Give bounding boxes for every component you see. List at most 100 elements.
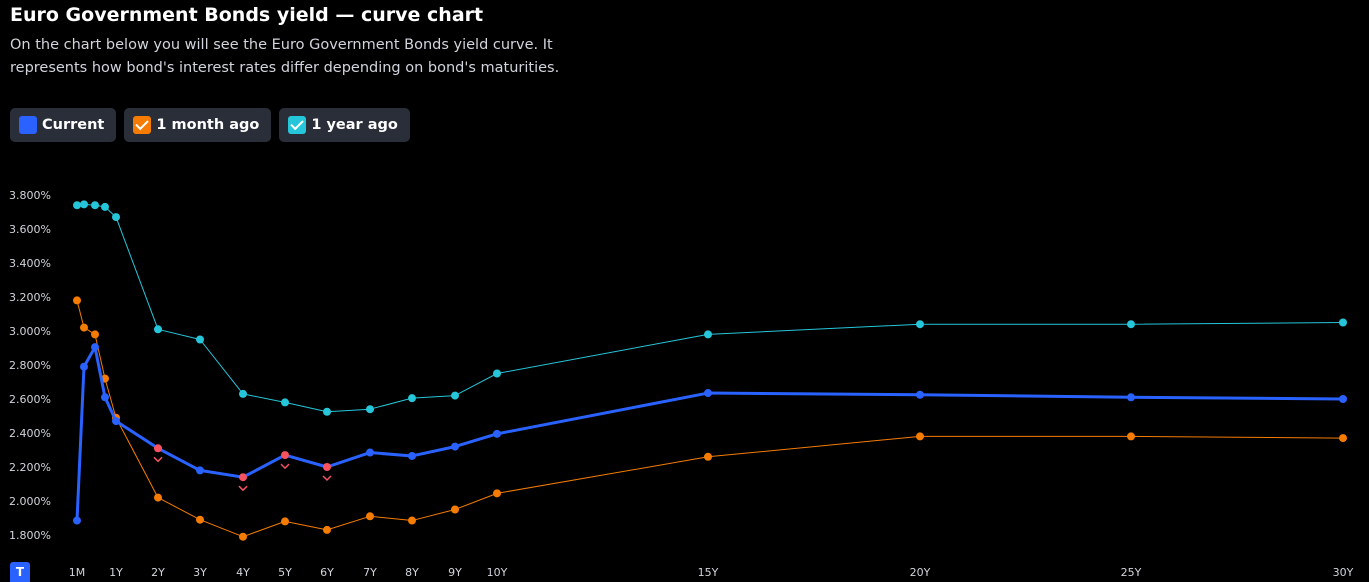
legend-toggle-1-year-ago[interactable]: 1 year ago [279, 108, 410, 142]
x-tick-label: 25Y [1121, 566, 1142, 579]
y-tick-label: 3.600% [9, 223, 51, 236]
series-line [75, 345, 1344, 521]
data-point[interactable] [112, 213, 120, 222]
data-point[interactable] [916, 320, 924, 329]
data-point[interactable] [916, 432, 924, 441]
x-tick-label: 1Y [109, 566, 123, 579]
series-line [76, 300, 1344, 538]
data-point[interactable] [1127, 432, 1135, 441]
y-tick-label: 2.600% [9, 393, 51, 406]
down-chevron-icon [238, 485, 248, 492]
down-chevron-icon [322, 475, 332, 482]
data-point[interactable] [408, 394, 416, 403]
data-point[interactable] [1339, 395, 1347, 403]
legend-toggle-current[interactable]: Current [10, 108, 117, 142]
y-axis: 1.800% 2.000% 2.200% 2.400% 2.600% 2.800% 3.00… [9, 189, 51, 542]
data-point[interactable] [112, 417, 120, 426]
x-tick-label: 30Y [1333, 566, 1354, 579]
data-point[interactable] [451, 391, 459, 400]
data-point[interactable] [80, 323, 88, 332]
data-point[interactable] [704, 389, 712, 398]
x-tick-label: 1M [69, 566, 86, 579]
y-tick-label: 2.800% [9, 359, 51, 372]
data-point[interactable] [196, 335, 204, 344]
data-point[interactable] [704, 330, 712, 339]
data-point[interactable] [451, 505, 459, 514]
yield-curve-chart[interactable]: 1.800% 2.000% 2.200% 2.400% 2.600% 2.800% 3.00… [0, 160, 1369, 582]
y-tick-label: 3.400% [9, 257, 51, 270]
data-point[interactable] [493, 429, 501, 438]
y-tick-label: 3.800% [9, 189, 51, 202]
series-current [73, 343, 1347, 525]
x-tick-label: 4Y [236, 566, 250, 579]
data-point[interactable] [101, 202, 109, 211]
legend: Current 1 month ago 1 year ago [10, 108, 410, 142]
data-point[interactable] [366, 405, 374, 414]
data-point[interactable] [239, 532, 247, 541]
legend-label-current: Current [42, 117, 105, 133]
data-point[interactable] [1339, 318, 1347, 327]
checkmark-icon [135, 116, 150, 131]
legend-swatch-current [19, 116, 37, 134]
x-tick-label: 3Y [193, 566, 207, 579]
data-point[interactable] [408, 451, 416, 460]
data-point[interactable] [154, 493, 162, 502]
data-point[interactable] [239, 389, 247, 398]
checkbox-1-month-ago [133, 116, 152, 134]
data-point[interactable] [916, 390, 924, 399]
data-point[interactable] [451, 442, 459, 451]
x-tick-label: 2Y [151, 566, 165, 579]
x-tick-label: 7Y [363, 566, 377, 579]
x-tick-label: 8Y [405, 566, 419, 579]
data-point[interactable] [1127, 393, 1135, 402]
data-point[interactable] [366, 512, 374, 521]
series-layer [73, 200, 1347, 541]
y-tick-label: 1.800% [9, 529, 51, 542]
y-tick-label: 3.200% [9, 291, 51, 304]
data-point[interactable] [1127, 320, 1135, 329]
data-point[interactable] [73, 201, 81, 210]
page-subtitle: On the chart below you will see the Euro… [10, 37, 560, 76]
checkmark-icon [290, 116, 305, 131]
data-point[interactable] [408, 516, 416, 525]
data-point[interactable] [91, 201, 99, 210]
data-point[interactable] [281, 398, 289, 407]
data-point[interactable] [73, 296, 81, 305]
data-point[interactable] [366, 448, 374, 457]
data-point[interactable] [196, 466, 204, 475]
data-point[interactable] [323, 525, 331, 534]
data-point[interactable] [196, 515, 204, 524]
data-point[interactable] [1339, 434, 1347, 443]
data-point[interactable] [239, 473, 247, 482]
data-point[interactable] [73, 516, 81, 525]
data-point[interactable] [323, 463, 331, 471]
checkbox-1-year-ago [288, 116, 307, 134]
legend-label-1-year-ago: 1 year ago [311, 117, 398, 133]
x-tick-label: 5Y [278, 566, 292, 579]
data-point[interactable] [91, 343, 99, 352]
legend-toggle-1-month-ago[interactable]: 1 month ago [124, 108, 272, 142]
data-point[interactable] [493, 369, 501, 378]
data-point[interactable] [80, 362, 88, 371]
data-point[interactable] [154, 325, 162, 334]
data-point[interactable] [101, 393, 109, 402]
y-tick-label: 3.000% [9, 325, 51, 338]
x-tick-label: 10Y [487, 566, 508, 579]
data-point[interactable] [154, 444, 162, 453]
x-tick-label: 15Y [698, 566, 719, 579]
data-point[interactable] [704, 452, 712, 461]
legend-label-1-month-ago: 1 month ago [156, 117, 260, 133]
data-point[interactable] [281, 451, 289, 460]
y-tick-label: 2.200% [9, 461, 51, 474]
y-tick-label: 2.400% [9, 427, 51, 440]
down-chevron-icon [280, 463, 290, 470]
data-point[interactable] [323, 407, 331, 416]
series-1-year-ago [73, 200, 1347, 416]
data-point[interactable] [493, 489, 501, 498]
tradingview-logo-icon[interactable]: T [10, 562, 30, 582]
data-point[interactable] [80, 200, 88, 209]
series-line [76, 203, 1344, 413]
data-point[interactable] [281, 517, 289, 526]
x-tick-label: 6Y [320, 566, 334, 579]
data-point[interactable] [91, 330, 99, 339]
